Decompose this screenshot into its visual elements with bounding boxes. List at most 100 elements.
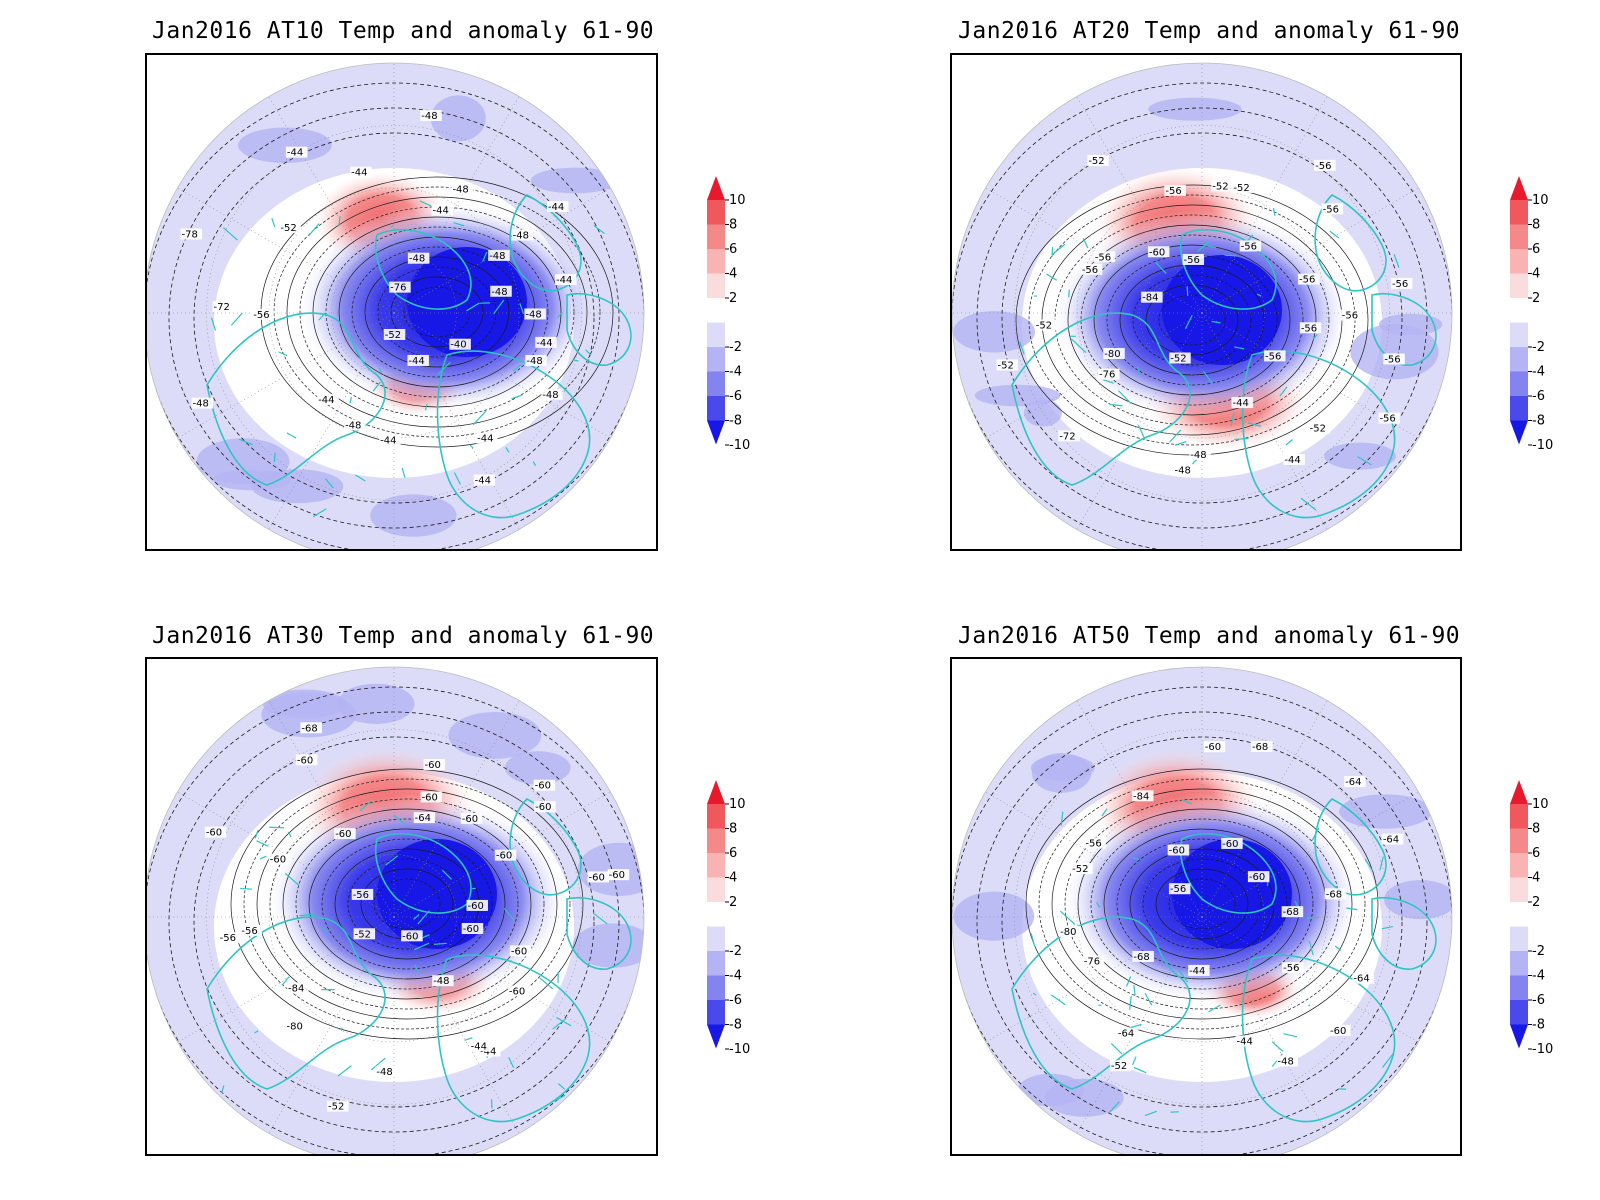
isotherm bbox=[351, 246, 523, 378]
border-line bbox=[557, 1083, 566, 1090]
contour-label: -60 bbox=[206, 828, 222, 839]
border-line bbox=[278, 351, 288, 357]
isotherm bbox=[286, 196, 588, 428]
contour-label: -76 bbox=[390, 283, 406, 294]
anomaly-field bbox=[147, 63, 644, 549]
contour-label: -64 bbox=[1118, 1029, 1134, 1040]
map-svg: -68 -64 -60 -56 -48 -44 -44 -52 -64 -68 -76 -80 -56 -… bbox=[952, 666, 1453, 1154]
border-line bbox=[437, 361, 451, 376]
contour-label: -48 bbox=[542, 390, 558, 401]
contour-label: -56 bbox=[220, 933, 236, 944]
colorbar-label: -8 bbox=[1532, 1018, 1545, 1033]
contour-label-bg bbox=[1221, 837, 1243, 849]
polar-map: -68 -64 -60 -56 -48 -44 -44 -52 -64 -68 -76 -80 -56 -… bbox=[950, 657, 1462, 1156]
latitude-circle bbox=[206, 125, 582, 501]
border-line bbox=[1285, 439, 1293, 446]
contour-label: -44 bbox=[475, 476, 491, 487]
coastline bbox=[509, 798, 582, 896]
contour-label-bg bbox=[1308, 422, 1331, 434]
meridian bbox=[985, 187, 1203, 314]
contour-label: -64 bbox=[415, 813, 431, 824]
contour-label: -44 bbox=[1284, 455, 1300, 466]
latitude-circle bbox=[331, 250, 457, 376]
colorbar-segment bbox=[1510, 804, 1528, 829]
contour-label: -56 bbox=[1265, 351, 1281, 362]
border-line bbox=[1082, 237, 1089, 249]
border-line bbox=[414, 942, 430, 951]
border-line bbox=[1230, 412, 1235, 426]
isotherm bbox=[1116, 838, 1288, 970]
border-line bbox=[1051, 247, 1054, 258]
border-line bbox=[512, 363, 523, 372]
isotherm bbox=[952, 686, 1452, 1154]
contour-label-bg bbox=[1298, 273, 1320, 285]
contour-label-bg bbox=[327, 1100, 349, 1112]
cold-anomaly-patch bbox=[448, 712, 542, 759]
isotherm bbox=[377, 266, 497, 358]
colorbar-label: 2 bbox=[1532, 895, 1540, 910]
colorbar-label: 4 bbox=[1532, 267, 1540, 282]
cold-anomaly-patch bbox=[1350, 324, 1439, 380]
meridian bbox=[268, 700, 395, 918]
coastline bbox=[1241, 350, 1396, 519]
border-line bbox=[1184, 314, 1193, 330]
colorbar-label: -8 bbox=[729, 1018, 742, 1033]
colorbar-segment bbox=[1510, 877, 1528, 902]
colorbar-min-arrow bbox=[707, 420, 725, 445]
colorbar-segment bbox=[1510, 347, 1528, 372]
meridian bbox=[268, 312, 395, 530]
coastline bbox=[1241, 954, 1396, 1123]
anomaly-colorbar: 10 8 6 4 2 -2 -4 -6 -8 -10 bbox=[707, 176, 767, 456]
meridian bbox=[393, 312, 520, 530]
contour-label-bg bbox=[1378, 412, 1400, 424]
contour-label: -52 bbox=[1111, 1061, 1127, 1072]
contour-label: -60 bbox=[535, 802, 551, 813]
contour-label: -52 bbox=[1310, 424, 1326, 435]
isotherm bbox=[256, 788, 558, 1020]
contour-label-bg bbox=[1250, 740, 1273, 752]
contour-label: -48 bbox=[1278, 1056, 1294, 1067]
border-line bbox=[240, 887, 252, 890]
border-line bbox=[1030, 933, 1036, 947]
contour-label: -48 bbox=[513, 231, 529, 242]
colorbar-label: 8 bbox=[729, 218, 737, 233]
map-boundary bbox=[952, 62, 1453, 549]
coastline bbox=[436, 350, 591, 519]
colorbar-label: -10 bbox=[1532, 1042, 1553, 1057]
border-line bbox=[433, 942, 447, 945]
border-line bbox=[441, 869, 452, 880]
contour-label: -60 bbox=[1330, 1026, 1346, 1037]
contour-label-bg bbox=[1383, 353, 1405, 365]
isotherm bbox=[308, 828, 506, 980]
border-line bbox=[1136, 366, 1140, 376]
contour-label: -80 bbox=[287, 1021, 303, 1032]
contour-label: -44 bbox=[318, 395, 334, 406]
contour-label-bg bbox=[525, 354, 547, 366]
border-line bbox=[572, 359, 579, 362]
border-line bbox=[511, 394, 523, 400]
contour-label-bg bbox=[1141, 291, 1163, 303]
contour-label: -64 bbox=[1345, 777, 1361, 788]
contour-label: -52 bbox=[1212, 181, 1228, 192]
colorbar-segment bbox=[1510, 200, 1528, 225]
contour-label: -56 bbox=[1315, 161, 1331, 172]
contour-label: -44 bbox=[536, 338, 552, 349]
colorbar-label: -2 bbox=[1532, 944, 1545, 959]
contour-label-bg bbox=[413, 812, 436, 824]
isotherm bbox=[273, 186, 601, 438]
contour-label-bg bbox=[490, 285, 512, 297]
border-line bbox=[556, 1016, 572, 1027]
contour-label-bg bbox=[389, 281, 411, 293]
isotherm bbox=[147, 82, 644, 549]
border-line bbox=[1125, 976, 1132, 987]
colorbar-segment bbox=[1510, 926, 1528, 951]
coastline bbox=[509, 194, 582, 292]
contour-label: -44 bbox=[380, 436, 396, 447]
contour-label: -48 bbox=[433, 976, 449, 987]
map-boundary bbox=[952, 666, 1453, 1154]
contour-label-bg bbox=[1203, 741, 1226, 753]
border-line bbox=[299, 913, 315, 917]
border-line bbox=[1110, 1043, 1123, 1055]
border-line bbox=[1019, 341, 1025, 355]
border-line bbox=[1096, 902, 1101, 908]
